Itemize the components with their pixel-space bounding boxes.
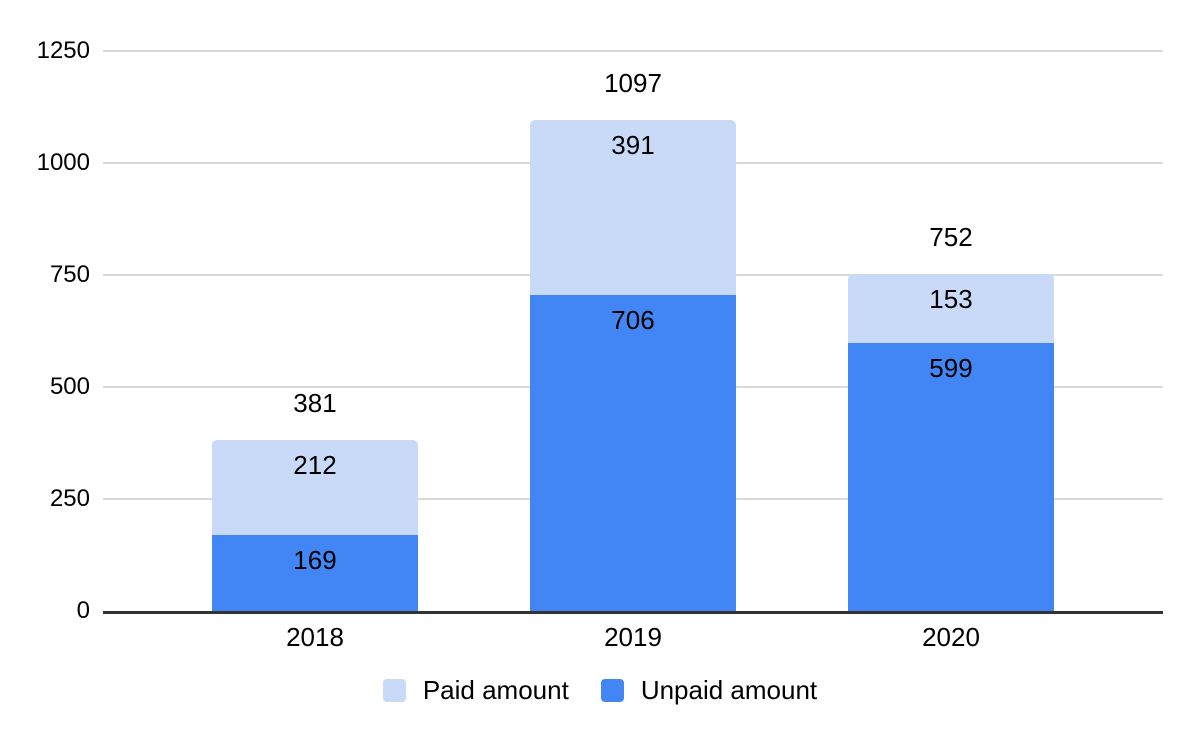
- x-tick-label: 2018: [286, 622, 344, 652]
- legend-item-unpaid-amount: Unpaid amount: [600, 675, 818, 705]
- y-tick-label: 1000: [36, 149, 90, 176]
- y-tick-label: 250: [49, 485, 90, 512]
- x-axis-line: [103, 611, 1163, 614]
- bar-segment-paid-amount-2020: 153: [848, 274, 1054, 343]
- bar-value-label: 153: [929, 284, 973, 315]
- bar-value-label: 599: [929, 352, 973, 383]
- bar-value-label: 212: [293, 450, 337, 481]
- x-tick-label: 2020: [922, 622, 980, 652]
- legend-item-paid-amount: Paid amount: [382, 675, 569, 705]
- bar-segment-paid-amount-2018: 212: [212, 440, 418, 536]
- y-tick-label: 1250: [36, 37, 90, 64]
- y-tick-label: 0: [76, 597, 90, 624]
- y-tick-label: 750: [49, 261, 90, 288]
- bar-total-label: 752: [929, 222, 973, 253]
- bar-value-label: 706: [611, 304, 655, 335]
- legend-swatch-unpaid-amount: [600, 678, 624, 702]
- bar-segment-unpaid-amount-2018: 169: [212, 535, 418, 611]
- legend-swatch-paid-amount: [382, 678, 406, 702]
- bar-segment-paid-amount-2019: 391: [530, 119, 736, 295]
- legend-label: Paid amount: [422, 675, 569, 705]
- bar-segment-unpaid-amount-2019: 706: [530, 294, 736, 611]
- bar-segment-unpaid-amount-2020: 599: [848, 342, 1054, 611]
- chart-legend: Paid amount Unpaid amount: [0, 676, 1200, 705]
- bar-total-label: 1097: [604, 67, 662, 98]
- x-tick-label: 2019: [604, 622, 662, 652]
- legend-label: Unpaid amount: [640, 675, 818, 705]
- gridline: [103, 50, 1163, 52]
- bar-value-label: 169: [293, 545, 337, 576]
- bar-value-label: 391: [611, 129, 655, 160]
- y-tick-label: 500: [49, 373, 90, 400]
- bar-total-label: 381: [293, 388, 337, 419]
